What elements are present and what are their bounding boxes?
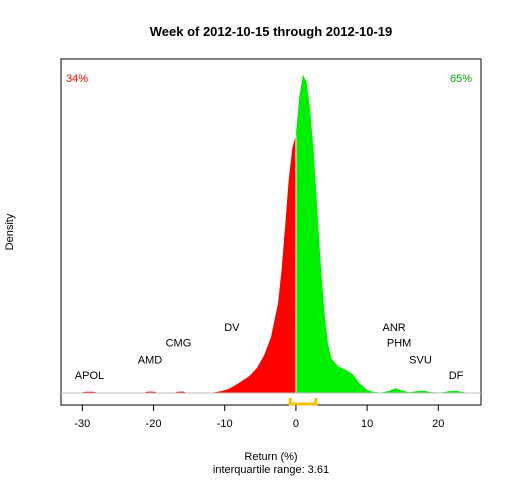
x-tick-label: 0 [293, 418, 299, 430]
annotation-cmg: CMG [166, 337, 192, 349]
iqr-bracket-line [288, 398, 318, 406]
annotation-anr: ANR [383, 322, 406, 334]
positive-share-label: 65% [450, 73, 472, 85]
annotation-amd: AMD [138, 354, 163, 366]
plot-frame [60, 58, 482, 406]
x-axis-label: Return (%) [244, 451, 297, 463]
negative-return-area [61, 135, 296, 393]
annotation-df: DF [449, 370, 464, 382]
negative-share-label: 34% [66, 73, 88, 85]
positive-return-area [295, 74, 481, 393]
x-tick-label: 10 [361, 418, 373, 430]
chart-title: Week of 2012-10-15 through 2012-10-19 [150, 24, 393, 39]
annotation-svu: SVU [409, 354, 432, 366]
x-tick-label: -30 [74, 418, 90, 430]
x-tick-label: -20 [146, 418, 162, 430]
annotation-phm: PHM [387, 337, 411, 349]
x-tick-label: -10 [217, 418, 233, 430]
annotation-apol: APOL [75, 370, 104, 382]
iqr-bracket [288, 398, 318, 406]
annotation-dv: DV [224, 322, 240, 334]
x-axis: -30 -20 -10 0 10 20 [74, 405, 444, 430]
x-tick-label: 20 [432, 418, 444, 430]
y-axis-label: Density [4, 213, 16, 250]
iqr-subtitle: interquartile range: 3.61 [213, 464, 329, 476]
density-areas [61, 74, 481, 393]
